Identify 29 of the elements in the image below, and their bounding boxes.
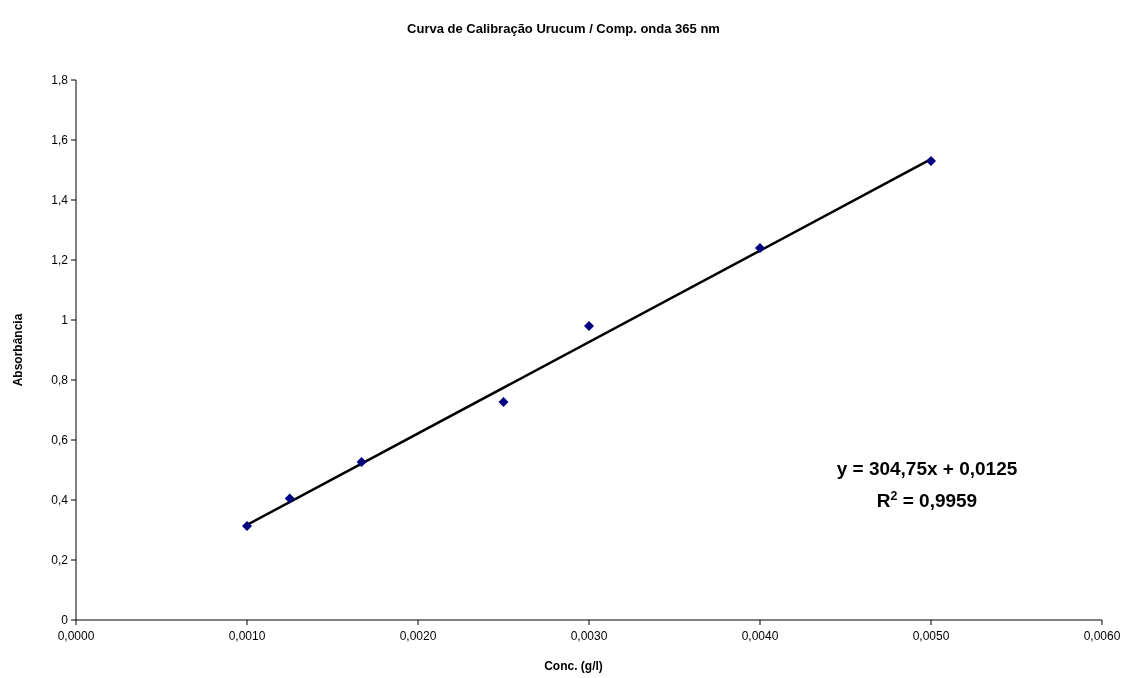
y-axis-title: Absorbância bbox=[11, 313, 25, 387]
x-axis-title: Conc. (g/l) bbox=[544, 659, 603, 673]
y-tick-label: 1,6 bbox=[51, 133, 69, 148]
chart-title: Curva de Calibração Urucum / Comp. onda 365 nm bbox=[407, 21, 720, 36]
y-tick-label: 0,6 bbox=[51, 433, 69, 448]
y-tick-label: 0 bbox=[61, 613, 69, 628]
x-tick-label: 0,0010 bbox=[228, 629, 266, 643]
x-tick-label: 0,0050 bbox=[912, 629, 950, 643]
point bbox=[242, 521, 252, 532]
y-tick-label: 0,2 bbox=[51, 553, 69, 568]
annotation: R$^{2}$ = 0,9959 bbox=[876, 489, 978, 511]
x-tick-label: 0,0040 bbox=[741, 629, 779, 643]
y-tick-label: 1,8 bbox=[51, 73, 69, 88]
y-tick-label: 0,4 bbox=[51, 493, 69, 508]
point bbox=[584, 321, 594, 331]
x-tick-label: 0,0030 bbox=[570, 629, 608, 643]
x-tick-label: 0,0000 bbox=[57, 629, 95, 643]
y-tick-label: 0,8 bbox=[51, 373, 69, 388]
point bbox=[755, 243, 765, 253]
x-tick-label: 0,0060 bbox=[1083, 629, 1121, 643]
annotation: y = 304,75x + 0,0125 bbox=[836, 458, 1018, 479]
point bbox=[926, 156, 936, 166]
y-tick-label: 1 bbox=[61, 313, 69, 328]
y-tick-label: 1,4 bbox=[51, 193, 69, 208]
x-tick-label: 0,0020 bbox=[399, 629, 437, 643]
point bbox=[284, 493, 295, 504]
y-tick-label: 1,2 bbox=[51, 253, 69, 268]
point bbox=[498, 396, 509, 407]
point bbox=[356, 456, 367, 467]
